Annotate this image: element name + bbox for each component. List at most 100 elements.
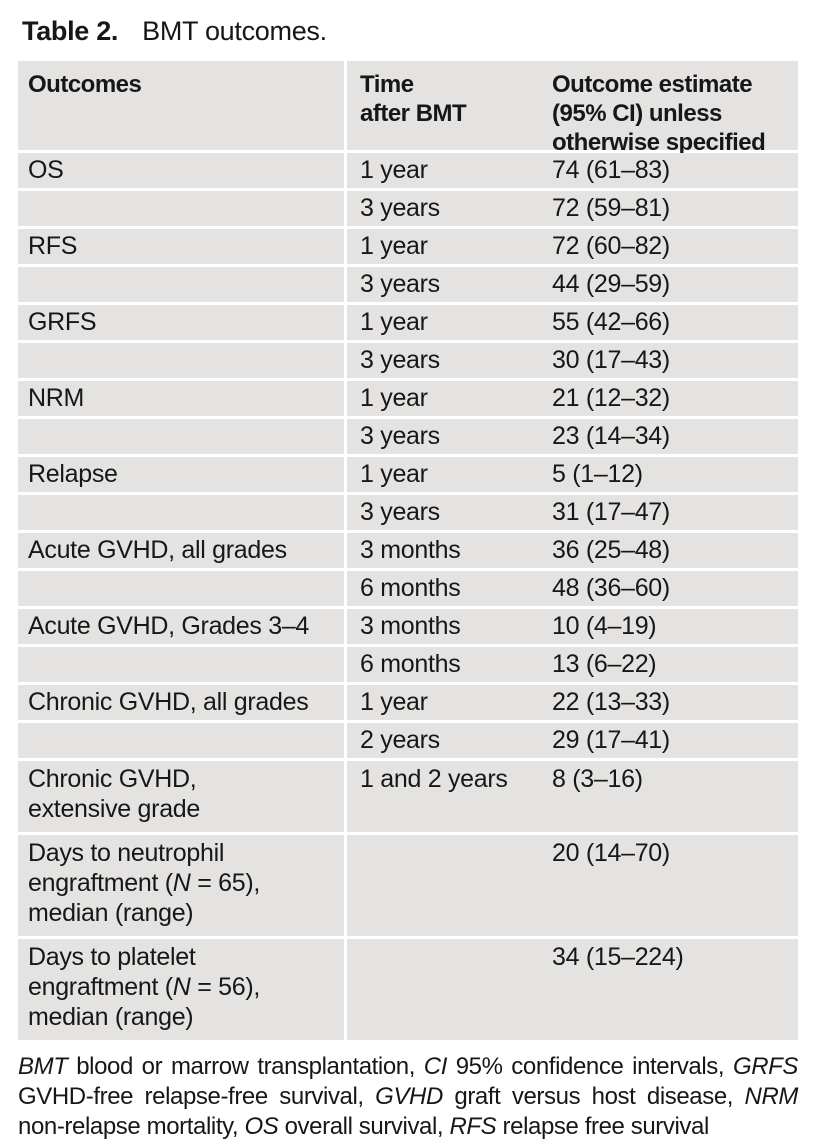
table-row: NRM 1 year 21 (12–32): [18, 381, 798, 416]
outcome-cell: GRFS: [18, 305, 344, 340]
estimate-cell: 55 (42–66): [552, 308, 670, 336]
table-row: Days to platelet engraftment (N = 56), med…: [18, 939, 798, 1040]
footnote-text: GVHD-free relapse-free survival,: [18, 1083, 376, 1110]
estimate-cell: 22 (13–33): [552, 688, 670, 716]
table-caption-text: BMT outcomes.: [142, 16, 327, 46]
footnote-text: graft versus host disease,: [442, 1083, 745, 1110]
table-row: OS 1 year 74 (61–83): [18, 153, 798, 188]
table-row: 3 years 23 (14–34): [18, 419, 798, 454]
text-line: engraftment (N = 65),: [28, 869, 261, 897]
row-right-block: 1 year 5 (1–12): [347, 457, 798, 492]
row-right-block: 3 years 44 (29–59): [347, 267, 798, 302]
text-line: engraftment (N = 56),: [28, 973, 261, 1001]
table-row: Acute GVHD, Grades 3–4 3 months 10 (4–19…: [18, 609, 798, 644]
footnote: BMT blood or marrow transplantation, CI …: [18, 1052, 798, 1142]
text-line: otherwise specified: [552, 129, 766, 156]
abbreviation: GVHD: [375, 1083, 443, 1110]
outcome-cell: OS: [18, 153, 344, 188]
estimate-cell: 36 (25–48): [552, 536, 670, 564]
outcomes-table: Outcomes Time after BMT Outcome estimate(…: [18, 61, 798, 1040]
estimate-cell: 31 (17–47): [552, 498, 670, 526]
outcome-cell: Chronic GVHD, all grades: [18, 685, 344, 720]
row-right-block: 3 years 72 (59–81): [347, 191, 798, 226]
table-row: Relapse 1 year 5 (1–12): [18, 457, 798, 492]
text-line: median (range): [28, 899, 194, 927]
estimate-cell: 21 (12–32): [552, 384, 670, 412]
estimate-cell: 72 (60–82): [552, 232, 670, 260]
outcome-cell: Acute GVHD, Grades 3–4: [18, 609, 344, 644]
header-row: Outcomes Time after BMT Outcome estimate(…: [18, 61, 798, 156]
time-cell: 1 year: [360, 308, 428, 336]
time-cell: 3 years: [360, 346, 440, 374]
outcome-cell: [18, 191, 344, 226]
text-line: Days to platelet: [28, 943, 196, 971]
header-right-block: Time after BMT Outcome estimate (95% CI) u…: [347, 61, 798, 156]
abbreviation: CI: [423, 1053, 448, 1080]
outcome-cell: Relapse: [18, 457, 344, 492]
time-cell: 1 year: [360, 232, 428, 260]
table-row: 6 months 13 (6–22): [18, 647, 798, 682]
footnote-text: overall survival,: [278, 1113, 450, 1140]
outcome-cell: Days to neutrophil engraftment (N = 65), m…: [18, 835, 344, 936]
time-cell: 1 year: [360, 688, 428, 716]
outcome-cell: [18, 495, 344, 530]
table-row: 3 years 72 (59–81): [18, 191, 798, 226]
estimate-cell: 20 (14–70): [552, 839, 670, 867]
estimate-cell: 48 (36–60): [552, 574, 670, 602]
table-row: Chronic GVHD, all grades 1 year 22 (13–3…: [18, 685, 798, 720]
row-right-block: 2 years 29 (17–41): [347, 723, 798, 758]
footnote-text: blood or marrow transplantation,: [67, 1053, 424, 1080]
row-right-block: 3 years 23 (14–34): [347, 419, 798, 454]
table-row: GRFS 1 year 55 (42–66): [18, 305, 798, 340]
column-header-time: Time after BMT: [360, 70, 552, 157]
abbreviation: GRFS: [732, 1053, 799, 1080]
time-cell: 2 years: [360, 726, 440, 754]
outcome-cell: [18, 419, 344, 454]
row-right-block: 1 and 2 years 8 (3–16): [347, 761, 798, 832]
text-line: extensive grade: [28, 795, 201, 823]
time-cell: 1 year: [360, 384, 428, 412]
row-right-block: 3 years 30 (17–43): [347, 343, 798, 378]
outcome-cell: NRM: [18, 381, 344, 416]
abbreviation: RFS: [449, 1113, 497, 1140]
abbreviation: OS: [244, 1113, 279, 1140]
text-line: (95% CI) unless: [552, 100, 722, 127]
footnote-text: relapse free survival: [496, 1113, 710, 1140]
time-cell: 6 months: [360, 650, 461, 678]
table-row: Acute GVHD, all grades 3 months 36 (25–4…: [18, 533, 798, 568]
estimate-cell: 74 (61–83): [552, 156, 670, 184]
table-row: 3 years 30 (17–43): [18, 343, 798, 378]
table-caption-label: Table 2.: [22, 16, 119, 46]
row-right-block: 3 months 36 (25–48): [347, 533, 798, 568]
row-right-block: 20 (14–70): [347, 835, 798, 936]
column-header-estimate: Outcome estimate (95% CI) unless otherwise…: [552, 70, 798, 157]
outcome-cell: Chronic GVHD, extensive grade: [18, 761, 344, 832]
table-row: 3 years 31 (17–47): [18, 495, 798, 530]
time-cell: [360, 838, 552, 928]
time-cell: 6 months: [360, 574, 461, 602]
estimate-cell: 44 (29–59): [552, 270, 670, 298]
time-cell: 3 years: [360, 270, 440, 298]
time-cell: 3 years: [360, 194, 440, 222]
time-cell: 3 months: [360, 612, 461, 640]
table-row: Days to neutrophil engraftment (N = 65), m…: [18, 835, 798, 936]
outcome-cell: [18, 647, 344, 682]
table-row: 3 years 44 (29–59): [18, 267, 798, 302]
outcome-cell: Days to platelet engraftment (N = 56), med…: [18, 939, 344, 1040]
outcome-cell: Acute GVHD, all grades: [18, 533, 344, 568]
estimate-cell: 10 (4–19): [552, 612, 657, 640]
estimate-cell: 13 (6–22): [552, 650, 657, 678]
text-line: Outcome estimate: [552, 71, 753, 98]
table-row: Chronic GVHD, extensive grade 1 and 2 yea…: [18, 761, 798, 832]
table-row: RFS 1 year 72 (60–82): [18, 229, 798, 264]
footnote-text: non-relapse mortality,: [18, 1113, 245, 1140]
row-right-block: 3 months 10 (4–19): [347, 609, 798, 644]
footnote-text: 95% confidence intervals,: [446, 1053, 733, 1080]
table-row: 6 months 48 (36–60): [18, 571, 798, 606]
outcome-cell: [18, 343, 344, 378]
time-cell: 1 and 2 years: [360, 765, 508, 793]
row-right-block: 6 months 13 (6–22): [347, 647, 798, 682]
row-right-block: 1 year 74 (61–83): [347, 153, 798, 188]
row-right-block: 3 years 31 (17–47): [347, 495, 798, 530]
estimate-cell: 30 (17–43): [552, 346, 670, 374]
